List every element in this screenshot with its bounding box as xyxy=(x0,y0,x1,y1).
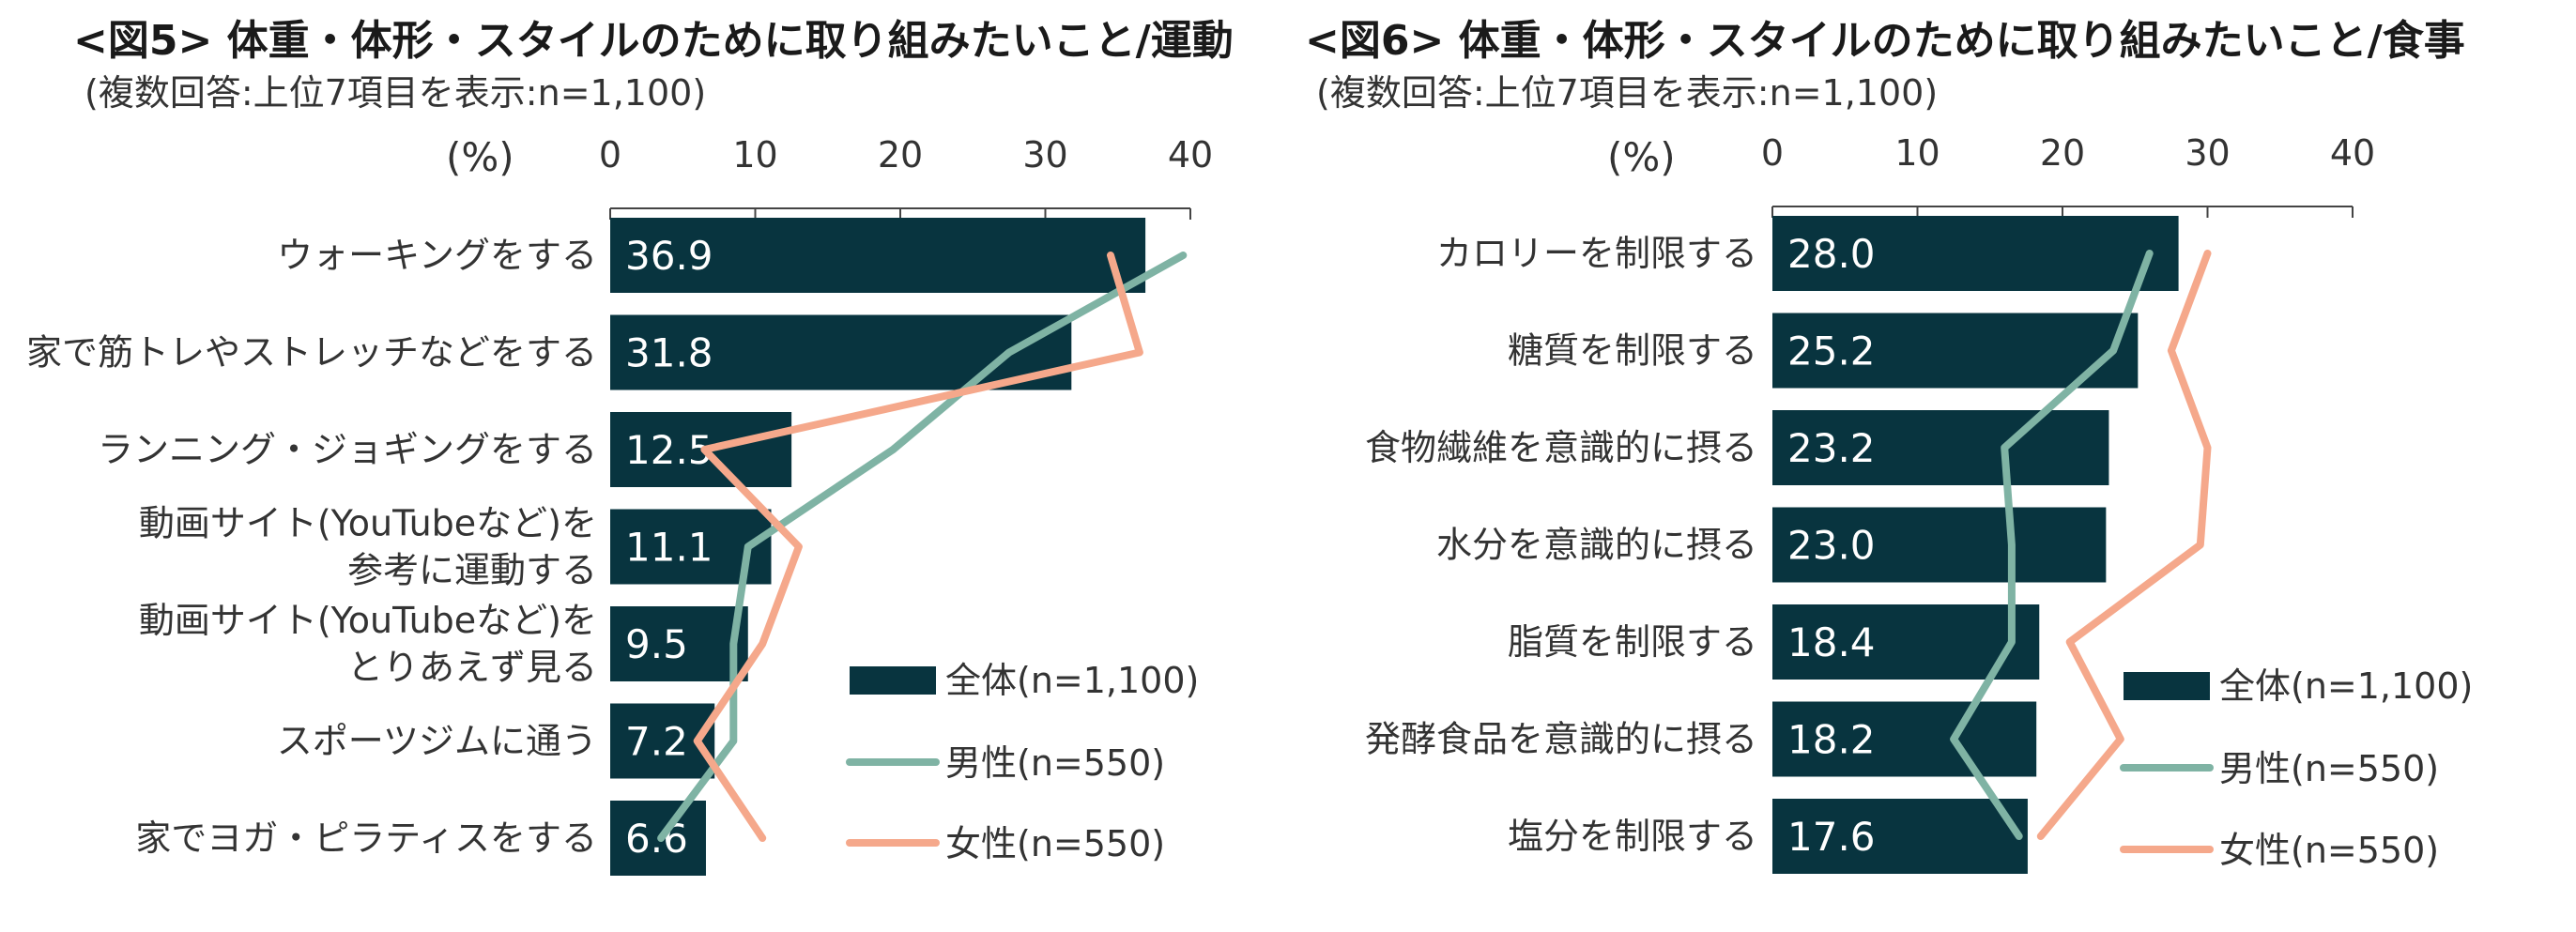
category-label: 塩分を制限する xyxy=(1508,816,1757,857)
series-line xyxy=(2036,250,2212,840)
tick-label: 40 xyxy=(1168,134,1213,176)
tick-label: 20 xyxy=(878,134,923,176)
category-label: 食物繊維を意識的に摂る xyxy=(1365,427,1757,468)
legend-label: 全体(n=1,100) xyxy=(2219,665,2473,707)
tick-label: 10 xyxy=(732,134,777,176)
category-label: 脂質を制限する xyxy=(1508,621,1757,663)
category-label: スポーツジムに通う xyxy=(277,721,597,762)
category-label: 発酵食品を意識的に摂る xyxy=(1365,719,1757,760)
tick-label: 0 xyxy=(599,134,621,176)
category-label: 参考に運動する xyxy=(347,550,597,591)
category-label: ランニング・ジョギングをする xyxy=(98,429,597,470)
bar xyxy=(1772,410,2109,485)
data-label: 25.2 xyxy=(1787,328,1876,374)
unit-label: (%) xyxy=(1607,134,1676,180)
series-line xyxy=(693,252,1143,842)
category-label: 家でヨガ・ピラティスをする xyxy=(135,817,597,859)
category-label: カロリーを制限する xyxy=(1436,233,1757,274)
data-label: 36.9 xyxy=(625,233,713,279)
bar xyxy=(610,606,748,681)
legend-label: 男性(n=550) xyxy=(945,742,1165,784)
bar xyxy=(1772,313,2139,389)
tick-label: 20 xyxy=(2040,132,2085,174)
category-label: 水分を意識的に摂る xyxy=(1436,525,1757,566)
legend-label: 女性(n=550) xyxy=(945,823,1165,864)
category-label: 動画サイト(YouTubeなど)を xyxy=(139,503,597,544)
series-line xyxy=(657,252,1188,842)
bar xyxy=(610,218,1146,293)
data-label: 18.4 xyxy=(1787,619,1876,665)
category-label: 動画サイト(YouTubeなど)を xyxy=(139,600,597,641)
bar xyxy=(1772,701,2037,777)
chart-subtitle: (複数回答:上位7項目を表示:n=1,100) xyxy=(84,72,706,114)
bar xyxy=(1772,216,2179,291)
data-label: 17.6 xyxy=(1787,814,1876,860)
legend-swatch xyxy=(850,666,936,695)
data-label: 31.8 xyxy=(625,330,713,376)
chart-fig6: <図6> 体重・体形・スタイルのために取り組みたいこと/食事 (複数回答:上位7… xyxy=(1305,17,2473,874)
legend-label: 男性(n=550) xyxy=(2219,748,2439,789)
data-label: 23.0 xyxy=(1787,523,1876,569)
tick-label: 10 xyxy=(1894,132,1940,174)
legend-swatch xyxy=(2124,672,2210,700)
category-label: 糖質を制限する xyxy=(1508,330,1757,372)
unit-label: (%) xyxy=(446,134,514,180)
legend-label: 女性(n=550) xyxy=(2219,830,2439,871)
category-label: 家で筋トレやストレッチなどをする xyxy=(26,332,597,374)
chart-title: <図6> 体重・体形・スタイルのために取り組みたいこと/食事 xyxy=(1305,17,2465,65)
tick-label: 40 xyxy=(2330,132,2375,174)
data-label: 9.5 xyxy=(625,621,688,667)
bar xyxy=(1772,799,2028,874)
data-label: 12.5 xyxy=(625,427,713,473)
data-label: 23.2 xyxy=(1787,425,1876,471)
chart-subtitle: (複数回答:上位7項目を表示:n=1,100) xyxy=(1316,72,1938,114)
data-label: 11.1 xyxy=(625,525,713,571)
bar xyxy=(610,314,1072,390)
series-line xyxy=(1950,250,2154,840)
bar xyxy=(1772,507,2107,583)
category-label: ウォーキングをする xyxy=(277,235,597,276)
data-label: 18.2 xyxy=(1787,717,1876,763)
data-label: 7.2 xyxy=(625,719,688,765)
chart-fig5: <図5> 体重・体形・スタイルのために取り組みたいこと/運動 (複数回答:上位7… xyxy=(26,17,1234,876)
data-label: 28.0 xyxy=(1787,231,1876,277)
legend-label: 全体(n=1,100) xyxy=(945,660,1199,701)
tick-label: 30 xyxy=(1022,134,1067,176)
category-label: とりあえず見る xyxy=(347,647,597,688)
tick-label: 0 xyxy=(1761,132,1784,174)
data-label: 6.6 xyxy=(625,816,688,862)
chart-title: <図5> 体重・体形・スタイルのために取り組みたいこと/運動 xyxy=(73,17,1234,65)
tick-label: 30 xyxy=(2185,132,2230,174)
